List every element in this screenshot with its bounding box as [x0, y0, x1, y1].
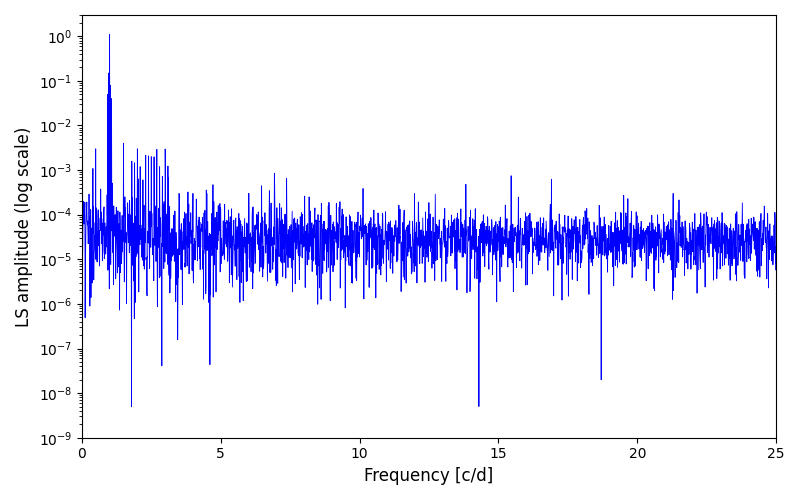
Y-axis label: LS amplitude (log scale): LS amplitude (log scale) — [15, 126, 33, 326]
X-axis label: Frequency [c/d]: Frequency [c/d] — [364, 467, 494, 485]
